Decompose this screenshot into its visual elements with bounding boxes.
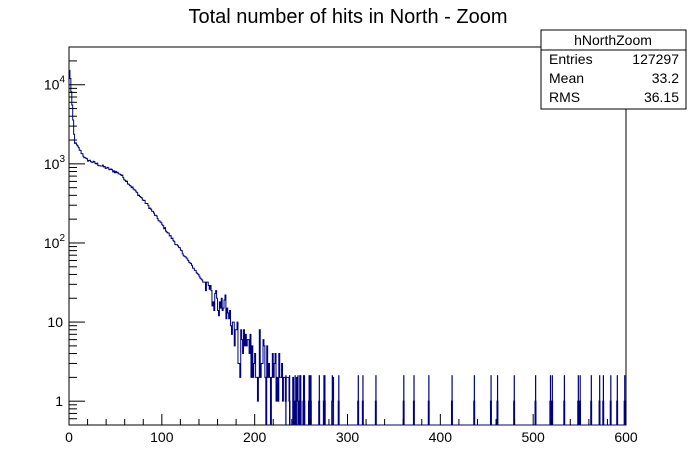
histogram-bar (375, 375, 377, 425)
histogram-bar (303, 375, 306, 425)
stats-value-mean: 33.2 (652, 70, 679, 86)
histogram-bar (513, 375, 515, 425)
histogram-bar (323, 375, 325, 425)
histogram-bar (549, 375, 552, 425)
x-tick-label: 400 (429, 429, 453, 445)
histogram-bar (577, 375, 579, 425)
axes: 0 100 200 300 400 500 600 1 10 102 103 104 (44, 46, 638, 445)
y-tick-label: 103 (44, 154, 66, 172)
stats-label-entries: Entries (549, 51, 593, 67)
histogram-bar (428, 375, 430, 425)
histogram-bar (403, 375, 405, 425)
histogram-bar (285, 375, 287, 425)
histogram-bar (297, 375, 299, 425)
x-tick-label: 500 (521, 429, 545, 445)
histogram-bar (318, 375, 320, 425)
stats-value-rms: 36.15 (644, 89, 679, 105)
stats-box: hNorthZoom Entries 127297 Mean 33.2 RMS … (540, 29, 687, 110)
histogram-bar (551, 375, 553, 425)
histogram-bar (610, 375, 612, 425)
histogram-bar (490, 375, 492, 425)
stats-value-entries: 127297 (632, 51, 679, 67)
histogram-bar (535, 375, 537, 425)
histogram-bar (362, 375, 364, 425)
histogram-bar (310, 375, 312, 425)
y-tick-label: 102 (44, 233, 66, 251)
x-tick-label: 0 (65, 429, 73, 445)
y-tick-label: 1 (55, 393, 63, 409)
histogram-bar (300, 375, 302, 425)
histogram-bar (496, 375, 499, 425)
y-tick-label: 104 (44, 75, 66, 93)
x-tick-label: 100 (150, 429, 174, 445)
x-tick-label: 200 (243, 429, 267, 445)
stats-box-title: hNorthZoom (574, 32, 652, 48)
histogram-bars (69, 69, 626, 426)
x-tick-label: 600 (614, 429, 638, 445)
stats-box-frame (540, 29, 687, 110)
histogram-bar (357, 375, 359, 425)
histogram-bar (302, 375, 305, 425)
chart-title: Total number of hits in North - Zoom (188, 6, 507, 28)
histogram-bar (299, 375, 301, 425)
histogram-bar (309, 375, 311, 425)
histogram-bar (579, 375, 581, 425)
histogram-bar (624, 375, 626, 425)
histogram-bar (602, 375, 604, 425)
histogram-outline (69, 69, 626, 426)
histogram-bar (451, 375, 453, 425)
y-tick-label: 10 (47, 314, 63, 330)
histogram-bar (616, 375, 618, 425)
histogram-bar (331, 375, 333, 425)
stats-label-mean: Mean (549, 70, 584, 86)
histogram-bar (473, 375, 475, 425)
histogram-bar (308, 375, 310, 425)
histogram-bar (324, 375, 326, 425)
x-tick-label: 300 (336, 429, 360, 445)
histogram-bar (413, 375, 415, 425)
histogram-bar (563, 375, 566, 425)
histogram-bar (294, 375, 296, 425)
histogram-bar (599, 375, 601, 425)
histogram-bar (289, 375, 291, 425)
histogram-bar (338, 375, 340, 425)
stats-label-rms: RMS (549, 89, 580, 105)
histogram-bar (590, 375, 592, 425)
